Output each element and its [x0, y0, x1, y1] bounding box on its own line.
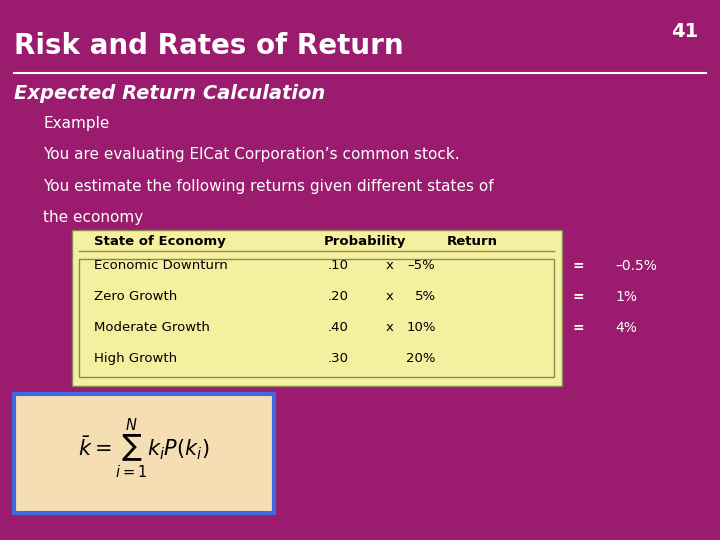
Text: 5%: 5% — [415, 290, 436, 303]
Text: .20: .20 — [328, 290, 348, 303]
Text: =: = — [572, 290, 584, 304]
Text: the economy: the economy — [43, 210, 143, 225]
FancyBboxPatch shape — [72, 230, 562, 386]
Text: .30: .30 — [328, 352, 348, 365]
Text: x: x — [385, 259, 393, 272]
Text: $\bar{k} = \sum_{i=1}^{N} k_i P(k_i)$: $\bar{k} = \sum_{i=1}^{N} k_i P(k_i)$ — [78, 417, 210, 480]
Text: Moderate Growth: Moderate Growth — [94, 321, 210, 334]
Text: =: = — [572, 259, 584, 273]
Text: You are evaluating ElCat Corporation’s common stock.: You are evaluating ElCat Corporation’s c… — [43, 147, 460, 163]
Text: 20%: 20% — [406, 352, 436, 365]
Text: –0.5%: –0.5% — [616, 259, 657, 273]
Text: .10: .10 — [328, 259, 348, 272]
Text: 1%: 1% — [616, 290, 638, 304]
Text: .40: .40 — [328, 321, 348, 334]
Text: 4%: 4% — [616, 321, 637, 335]
Text: You estimate the following returns given different states of: You estimate the following returns given… — [43, 179, 494, 194]
Text: State of Economy: State of Economy — [94, 235, 225, 248]
Text: Return: Return — [446, 235, 498, 248]
Text: High Growth: High Growth — [94, 352, 176, 365]
Text: 41: 41 — [671, 22, 698, 40]
Text: Probability: Probability — [324, 235, 406, 248]
Text: =: = — [572, 321, 584, 335]
Text: Zero Growth: Zero Growth — [94, 290, 177, 303]
Text: Economic Downturn: Economic Downturn — [94, 259, 228, 272]
Text: Example: Example — [43, 116, 109, 131]
Text: Risk and Rates of Return: Risk and Rates of Return — [14, 32, 404, 60]
Text: Expected Return Calculation: Expected Return Calculation — [14, 84, 325, 103]
FancyBboxPatch shape — [14, 394, 274, 513]
Text: 10%: 10% — [406, 321, 436, 334]
Text: x: x — [385, 321, 393, 334]
Text: x: x — [385, 290, 393, 303]
Text: –5%: –5% — [408, 259, 436, 272]
